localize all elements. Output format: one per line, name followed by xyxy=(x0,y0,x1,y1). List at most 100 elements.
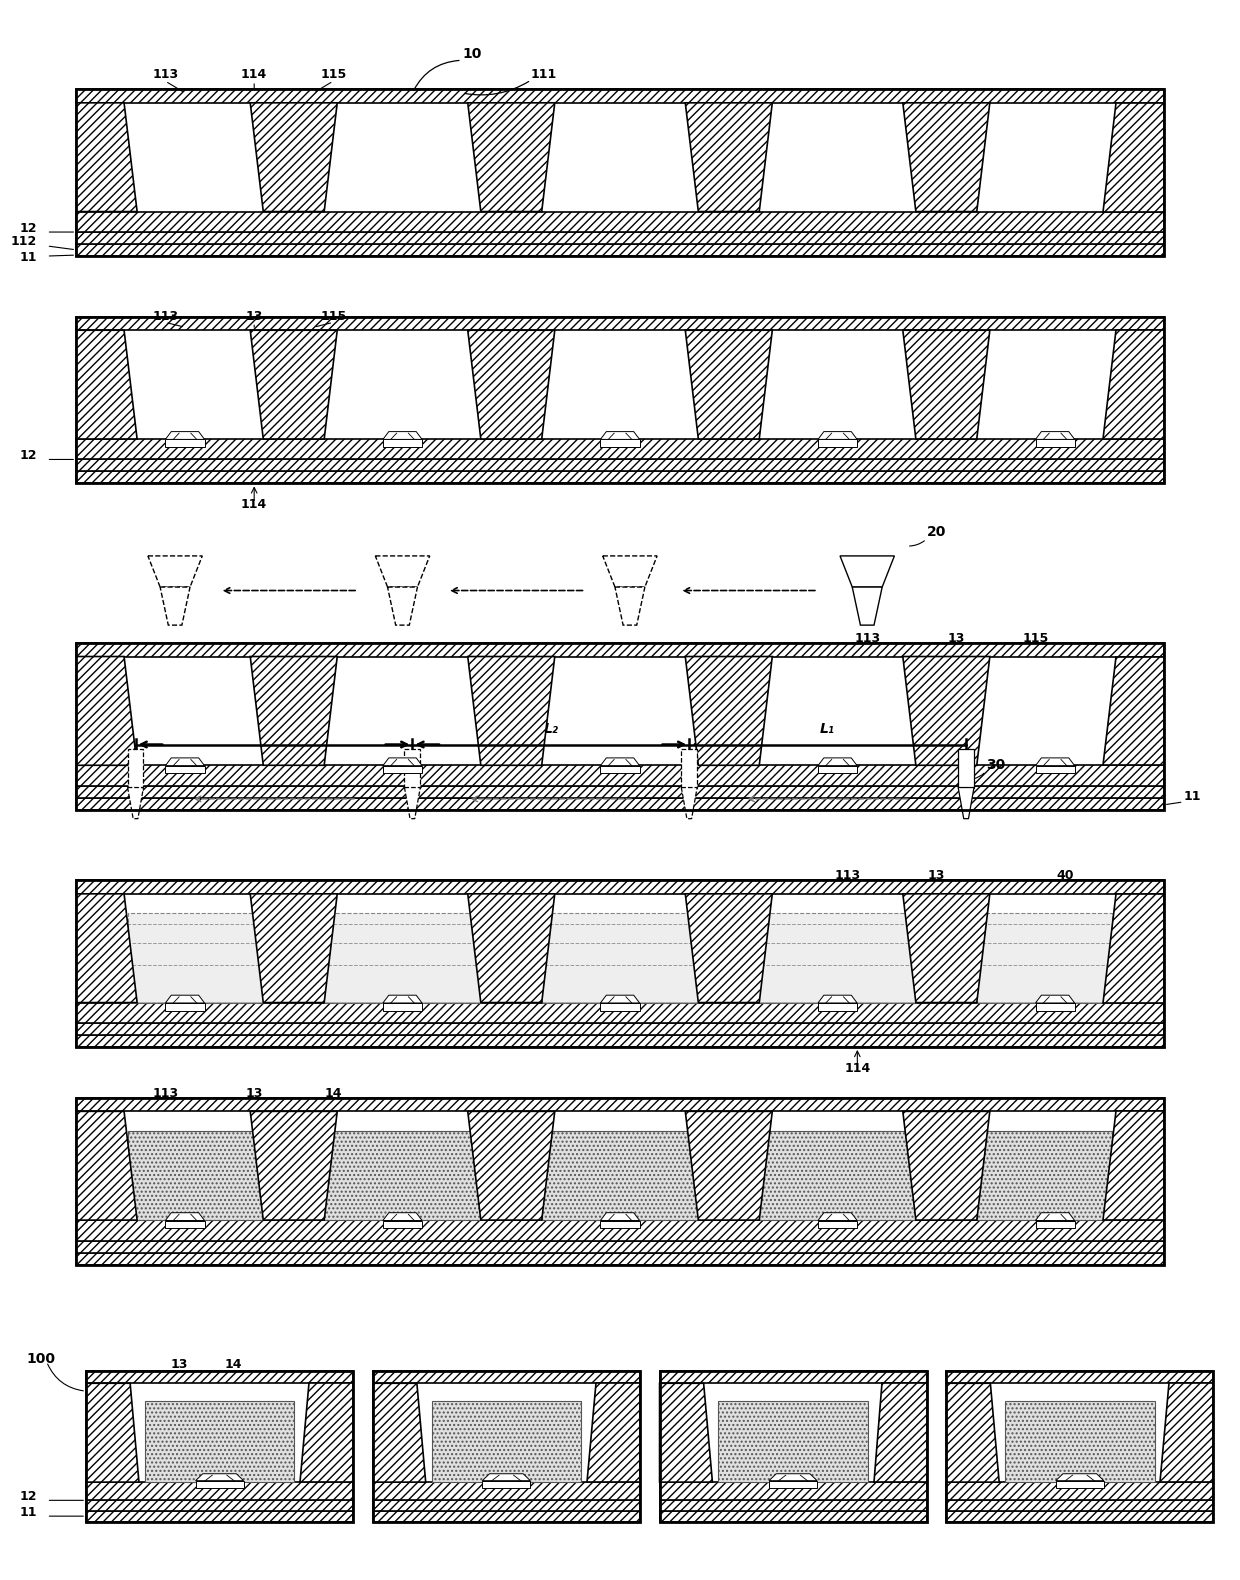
Polygon shape xyxy=(165,431,205,439)
Polygon shape xyxy=(250,330,337,439)
Polygon shape xyxy=(250,657,337,765)
Text: 12: 12 xyxy=(19,1490,37,1503)
Polygon shape xyxy=(148,556,202,588)
Polygon shape xyxy=(165,1213,205,1220)
Text: 12: 12 xyxy=(19,449,37,463)
Polygon shape xyxy=(1035,995,1075,1003)
Bar xyxy=(76,1024,1164,1035)
Bar xyxy=(76,460,1164,471)
Bar xyxy=(383,439,422,447)
Text: L₁: L₁ xyxy=(820,722,836,736)
Polygon shape xyxy=(1035,431,1075,439)
Polygon shape xyxy=(600,431,640,439)
Text: 13: 13 xyxy=(928,869,945,882)
Bar xyxy=(681,749,697,787)
Bar xyxy=(76,318,1164,330)
Text: 113: 113 xyxy=(153,68,179,81)
Bar xyxy=(818,766,857,774)
Text: 11: 11 xyxy=(1184,790,1202,803)
Bar xyxy=(86,1371,353,1522)
Bar xyxy=(542,1131,698,1220)
Polygon shape xyxy=(686,657,773,765)
Bar xyxy=(324,913,481,1003)
Bar xyxy=(946,1510,1213,1522)
Polygon shape xyxy=(1102,330,1164,439)
Bar xyxy=(128,913,263,1003)
Polygon shape xyxy=(818,758,857,766)
Bar xyxy=(1035,439,1075,447)
Bar xyxy=(76,643,1164,657)
Bar xyxy=(76,1003,1164,1024)
Bar xyxy=(86,1482,353,1501)
Polygon shape xyxy=(383,758,422,766)
Polygon shape xyxy=(1102,657,1164,765)
Polygon shape xyxy=(196,1474,243,1480)
Bar xyxy=(946,1371,1213,1382)
Polygon shape xyxy=(250,894,337,1003)
Polygon shape xyxy=(874,1382,926,1482)
Bar xyxy=(959,749,973,787)
Bar xyxy=(373,1371,640,1522)
Bar xyxy=(946,1371,1213,1522)
Bar xyxy=(76,90,1164,256)
Polygon shape xyxy=(467,103,554,212)
Polygon shape xyxy=(600,758,640,766)
Polygon shape xyxy=(76,894,138,1003)
Polygon shape xyxy=(76,330,138,439)
Text: 30: 30 xyxy=(986,758,1006,773)
Bar xyxy=(165,1220,205,1228)
Bar xyxy=(86,1510,353,1522)
Bar xyxy=(76,1253,1164,1264)
Text: 20: 20 xyxy=(926,525,946,539)
Bar xyxy=(977,913,1112,1003)
Polygon shape xyxy=(373,1382,425,1482)
Bar xyxy=(373,1501,640,1510)
Text: 13: 13 xyxy=(246,1087,263,1100)
Bar xyxy=(76,439,1164,460)
Polygon shape xyxy=(376,556,430,588)
Bar xyxy=(769,1480,817,1488)
Polygon shape xyxy=(903,330,990,439)
Text: 40: 40 xyxy=(1056,869,1074,882)
Bar xyxy=(977,1131,1112,1220)
Bar xyxy=(759,913,916,1003)
Polygon shape xyxy=(1102,103,1164,212)
Bar xyxy=(818,1220,857,1228)
Bar xyxy=(196,1480,243,1488)
Polygon shape xyxy=(1035,1213,1075,1220)
Bar xyxy=(76,318,1164,483)
Bar xyxy=(482,1480,531,1488)
Polygon shape xyxy=(467,894,554,1003)
Bar xyxy=(76,880,1164,1048)
Polygon shape xyxy=(818,995,857,1003)
Text: 115: 115 xyxy=(1022,632,1049,645)
Bar xyxy=(946,1482,1213,1501)
Polygon shape xyxy=(600,1213,640,1220)
Bar xyxy=(1035,766,1075,774)
Text: 114: 114 xyxy=(844,1062,870,1074)
Polygon shape xyxy=(818,1213,857,1220)
Polygon shape xyxy=(404,787,420,818)
Bar xyxy=(1035,1220,1075,1228)
Polygon shape xyxy=(165,758,205,766)
Text: 13: 13 xyxy=(947,632,965,645)
Polygon shape xyxy=(383,1213,422,1220)
Bar xyxy=(946,1501,1213,1510)
Bar xyxy=(165,766,205,774)
Text: 14: 14 xyxy=(325,1087,342,1100)
Text: 10: 10 xyxy=(463,47,481,62)
Bar xyxy=(76,643,1164,811)
Bar xyxy=(76,1220,1164,1240)
Polygon shape xyxy=(603,556,657,588)
Polygon shape xyxy=(160,588,190,626)
Polygon shape xyxy=(600,995,640,1003)
Text: L₃: L₃ xyxy=(267,722,281,736)
Bar xyxy=(600,766,640,774)
Bar xyxy=(542,913,698,1003)
Polygon shape xyxy=(839,556,894,588)
Polygon shape xyxy=(383,431,422,439)
Polygon shape xyxy=(467,330,554,439)
Text: 14: 14 xyxy=(224,1359,242,1371)
Text: 114: 114 xyxy=(241,498,268,512)
Polygon shape xyxy=(903,103,990,212)
